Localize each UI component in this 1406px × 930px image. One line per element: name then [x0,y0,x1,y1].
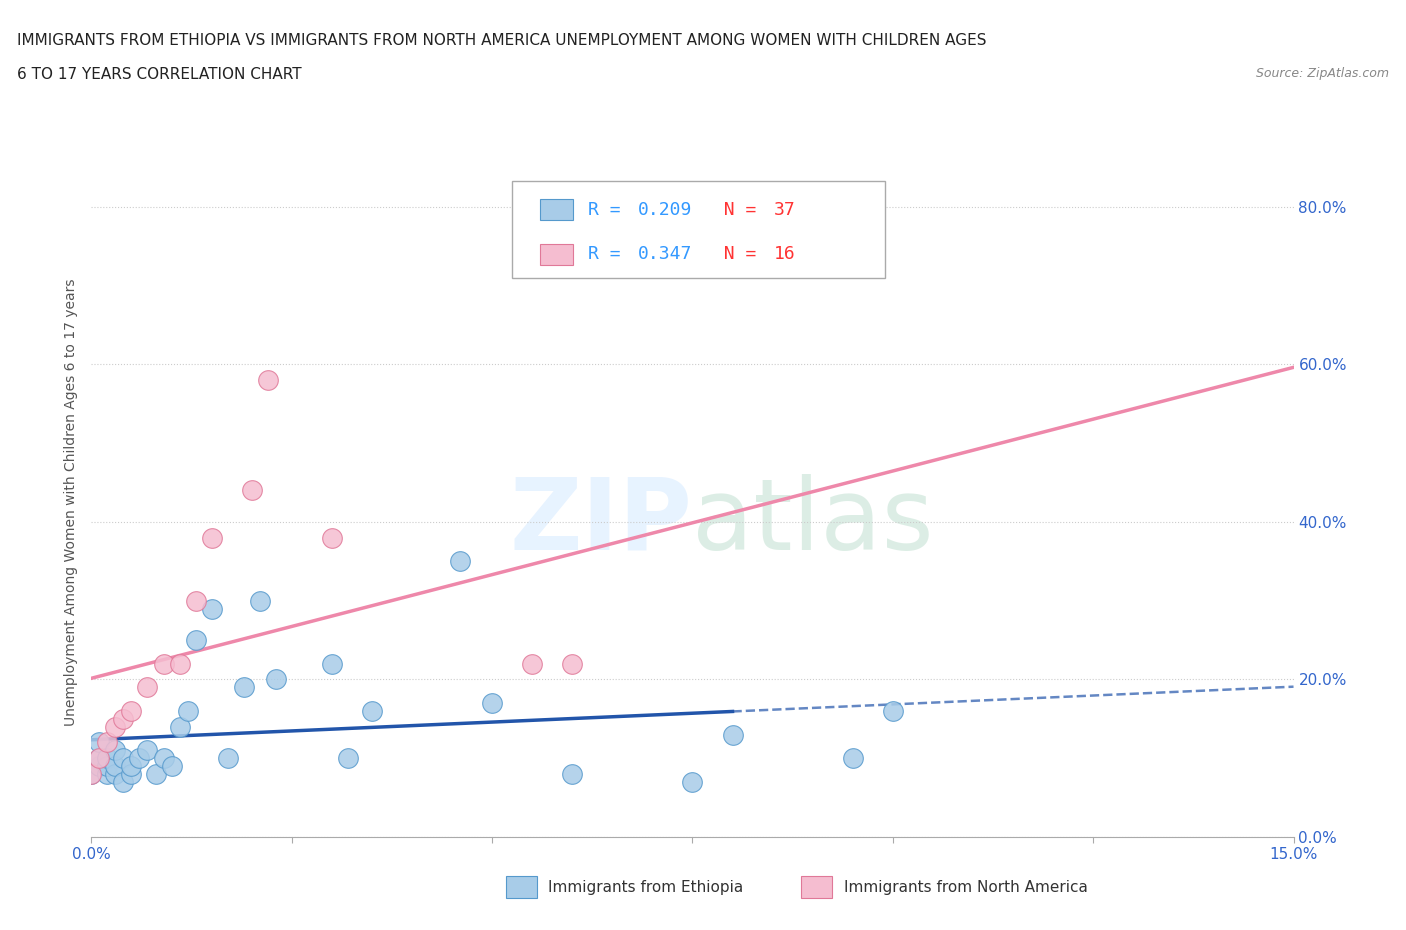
Y-axis label: Unemployment Among Women with Children Ages 6 to 17 years: Unemployment Among Women with Children A… [65,278,79,726]
Point [449,554,471,569]
Point [176,703,198,718]
Point [112,711,135,726]
Point [360,703,382,718]
Point [481,696,503,711]
Point [561,657,583,671]
Point [96,766,118,781]
Point [136,743,159,758]
Point [136,680,159,695]
Point [89,751,111,765]
Point [184,593,207,608]
FancyBboxPatch shape [512,180,884,278]
Point [217,751,239,765]
Point [321,657,343,671]
Point [882,703,904,718]
Text: Source: ZipAtlas.com: Source: ZipAtlas.com [1256,67,1389,80]
Point [336,751,359,765]
FancyBboxPatch shape [540,199,574,220]
Point [169,657,191,671]
Point [169,719,191,734]
Point [249,593,271,608]
Text: ZIP: ZIP [509,473,692,571]
Text: atlas: atlas [692,473,934,571]
Point [681,775,703,790]
Text: Immigrants from North America: Immigrants from North America [844,880,1087,895]
Point [89,751,111,765]
Text: 37: 37 [775,201,796,219]
FancyBboxPatch shape [540,244,574,265]
Point [89,759,111,774]
Point [232,680,254,695]
Point [112,751,135,765]
Text: R =: R = [588,246,631,263]
Text: 16: 16 [775,246,796,263]
Point [152,751,174,765]
Point [89,735,111,750]
Text: N =: N = [702,201,768,219]
Point [145,766,167,781]
Point [240,483,263,498]
Point [201,530,224,545]
Text: 0.209: 0.209 [638,201,693,219]
Point [121,703,143,718]
Text: Immigrants from Ethiopia: Immigrants from Ethiopia [548,880,744,895]
Text: N =: N = [702,246,768,263]
Point [121,766,143,781]
Point [112,775,135,790]
Text: 0.347: 0.347 [638,246,693,263]
Point [522,657,544,671]
Point [201,601,224,616]
Point [96,759,118,774]
Point [152,657,174,671]
Point [841,751,863,765]
Point [104,719,127,734]
Point [561,766,583,781]
Point [721,727,744,742]
Text: R =: R = [588,201,631,219]
Point [104,759,127,774]
Point [96,735,118,750]
Point [160,759,183,774]
Point [184,632,207,647]
Point [80,766,103,781]
Point [256,373,278,388]
Point [104,766,127,781]
Point [264,672,287,687]
Text: 6 TO 17 YEARS CORRELATION CHART: 6 TO 17 YEARS CORRELATION CHART [17,67,301,82]
Point [121,759,143,774]
Point [80,766,103,781]
Text: IMMIGRANTS FROM ETHIOPIA VS IMMIGRANTS FROM NORTH AMERICA UNEMPLOYMENT AMONG WOM: IMMIGRANTS FROM ETHIOPIA VS IMMIGRANTS F… [17,33,987,47]
Point [96,751,118,765]
Point [321,530,343,545]
Point [104,743,127,758]
Point [128,751,150,765]
